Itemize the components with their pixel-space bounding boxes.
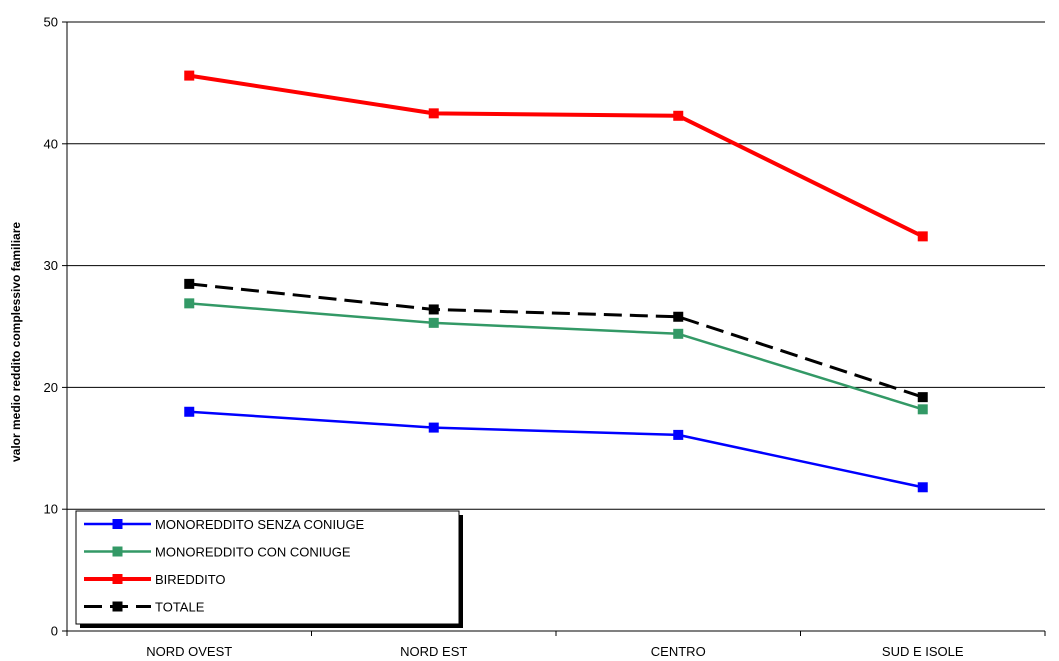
y-tick-label-40: 40	[44, 136, 58, 151]
y-axis-label: valor medio reddito complessivo familiar…	[9, 222, 23, 462]
legend-marker	[112, 546, 123, 557]
series-monoreddito-con-coniuge	[184, 298, 928, 415]
x-tick-label: CENTRO	[651, 644, 706, 659]
data-point-marker	[428, 304, 439, 315]
y-tick-label-0: 0	[51, 624, 58, 639]
series-line	[189, 410, 924, 489]
series-totale	[184, 278, 928, 403]
legend-label: TOTALE	[155, 600, 205, 615]
data-point-marker	[917, 392, 928, 403]
y-tick-labels: 0 10 20 30 40 50	[44, 15, 58, 639]
series-monoreddito-senza-coniuge	[184, 406, 928, 493]
legend-marker	[112, 601, 123, 612]
data-point-marker	[184, 70, 195, 81]
legend-marker	[112, 574, 123, 584]
axes	[62, 21, 1046, 636]
gridlines	[67, 21, 1045, 510]
data-point-marker	[428, 422, 439, 433]
x-tick-label: NORD EST	[400, 644, 467, 659]
data-point-marker	[917, 482, 928, 493]
series-lines	[184, 70, 928, 493]
series-line	[189, 302, 924, 411]
data-point-marker	[673, 110, 684, 121]
x-tick-label: NORD OVEST	[146, 644, 232, 659]
y-tick-label-50: 50	[44, 15, 58, 30]
legend: MONOREDDITO SENZA CONIUGE MONOREDDITO CON…	[75, 510, 463, 628]
data-point-marker	[673, 328, 684, 339]
data-point-marker	[673, 311, 684, 322]
data-point-marker	[184, 406, 195, 417]
legend-label: MONOREDDITO SENZA CONIUGE	[155, 517, 365, 532]
data-point-marker	[428, 108, 439, 119]
legend-marker	[112, 519, 123, 529]
legend-label: BIREDDITO	[155, 572, 226, 587]
series-line	[189, 282, 924, 399]
data-point-marker	[184, 298, 195, 309]
data-point-marker	[673, 429, 684, 440]
data-point-marker	[917, 404, 928, 415]
series-line	[188, 73, 924, 239]
data-point-marker	[184, 278, 195, 289]
y-tick-label-10: 10	[44, 502, 58, 517]
x-tick-label: SUD E ISOLE	[882, 644, 964, 659]
data-point-marker	[917, 231, 928, 242]
series-bireddito	[184, 70, 928, 242]
x-tick-labels: NORD OVEST NORD EST CENTRO SUD E ISOLE	[146, 644, 964, 659]
legend-label: MONOREDDITO CON CONIUGE	[155, 545, 351, 560]
y-tick-label-30: 30	[44, 258, 58, 273]
y-tick-label-20: 20	[44, 380, 58, 395]
data-point-marker	[428, 317, 439, 328]
